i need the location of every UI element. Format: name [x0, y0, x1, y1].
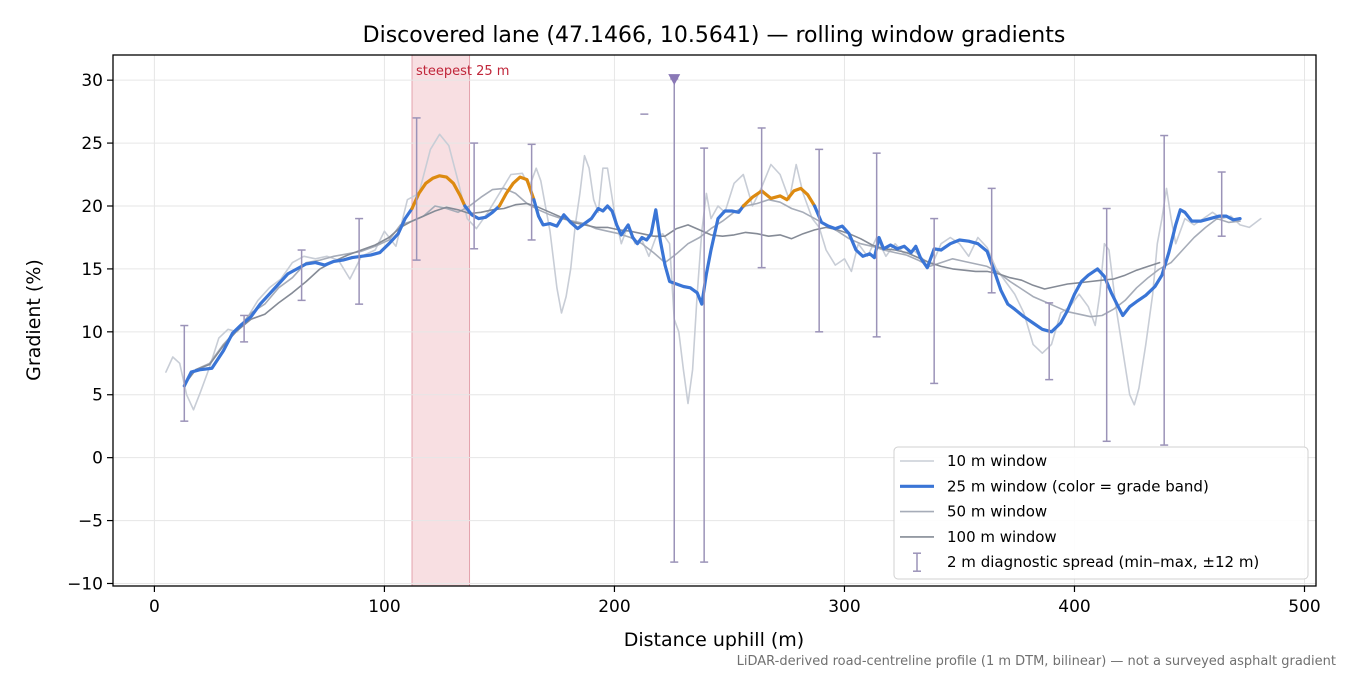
series-25m-steep-segment: [410, 174, 467, 211]
diagnostic-bar: [700, 147, 709, 563]
x-tick-label: 300: [828, 597, 860, 617]
series-lines: [165, 133, 1262, 411]
diagnostic-spread-bars: [180, 78, 1226, 563]
legend: 10 m window 25 m window (color = grade ba…: [893, 446, 1309, 580]
down-triangle-marker: [668, 74, 681, 86]
diagnostic-bar: [930, 217, 939, 385]
plot-frame: [112, 54, 1317, 587]
x-tick-label: 400: [1058, 597, 1090, 617]
y-tick-label: 20: [81, 197, 103, 217]
series-50m-line: [183, 187, 1241, 385]
y-tick-label: −5: [78, 512, 103, 532]
series-25m-steep-segment: [741, 186, 817, 208]
y-tick-label: −10: [67, 574, 103, 594]
x-axis-label: Distance uphill (m): [624, 629, 804, 651]
y-tick-label: 5: [92, 386, 103, 406]
diagnostic-bar: [1102, 207, 1111, 443]
y-tick-label: 25: [81, 134, 103, 154]
diagnostic-bar: [987, 187, 996, 294]
diagnostic-bar: [1160, 134, 1169, 446]
steepest-window-label: steepest 25 m: [416, 64, 509, 79]
diagnostic-bar: [670, 78, 679, 563]
y-axis: −10 −5 0 5 10 15 20 25 30: [67, 71, 113, 594]
series-25m-segment: [463, 204, 501, 221]
diagnostic-bar: [355, 217, 364, 305]
diagnostic-bar: [1045, 302, 1054, 381]
series-25m-steep-segment: [497, 175, 536, 208]
y-axis-label: Gradient (%): [23, 259, 45, 381]
diagnostic-bar: [872, 152, 881, 338]
diagnostic-bar: [470, 142, 479, 250]
series-25m-segment: [182, 206, 414, 388]
y-tick-label: 30: [81, 71, 103, 91]
x-tick-label: 100: [368, 597, 400, 617]
diagnostic-bar: [527, 143, 536, 241]
marker-layer: [668, 74, 681, 86]
footnote: LiDAR-derived road-centreline profile (1…: [737, 654, 1336, 669]
series-25m-segment: [532, 198, 745, 306]
legend-label: 50 m window: [947, 503, 1047, 521]
legend-item-diag: 2 m diagnostic spread (min–max, ±12 m): [913, 552, 1259, 572]
x-axis: 0 100 200 300 400 500: [149, 586, 1321, 617]
y-tick-label: 10: [81, 323, 103, 343]
x-tick-label: 0: [149, 597, 160, 617]
x-tick-label: 200: [598, 597, 630, 617]
x-tick-label: 500: [1288, 597, 1320, 617]
legend-item-w50: 50 m window: [900, 503, 1047, 521]
diagnostic-bar: [1217, 171, 1226, 237]
legend-label: 10 m window: [947, 452, 1047, 470]
diagnostic-bar: [757, 127, 766, 269]
diagnostic-bar: [297, 249, 306, 302]
diagnostic-bar: [412, 117, 421, 261]
legend-label: 100 m window: [947, 528, 1057, 546]
legend-item-w25: 25 m window (color = grade band): [900, 477, 1209, 495]
series-10m-line: [165, 133, 1262, 411]
legend-item-w10: 10 m window: [900, 452, 1047, 470]
legend-item-w100: 100 m window: [900, 528, 1057, 546]
legend-label: 2 m diagnostic spread (min–max, ±12 m): [947, 553, 1259, 571]
chart-title: Discovered lane (47.1466, 10.5641) — rol…: [363, 23, 1066, 48]
legend-box: [893, 446, 1309, 580]
diagnostic-bar: [180, 324, 189, 422]
diagnostic-bar: [815, 148, 824, 333]
series-100m-line: [183, 202, 1161, 386]
series-25m-segment: [812, 204, 1242, 334]
legend-label: 25 m window (color = grade band): [947, 477, 1209, 495]
y-tick-label: 0: [92, 449, 103, 469]
diagnostic-bar: [240, 314, 249, 343]
y-tick-label: 15: [81, 260, 103, 280]
